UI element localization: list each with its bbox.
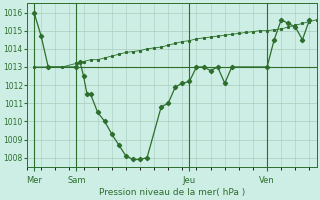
X-axis label: Pression niveau de la mer( hPa ): Pression niveau de la mer( hPa ) <box>99 188 245 197</box>
